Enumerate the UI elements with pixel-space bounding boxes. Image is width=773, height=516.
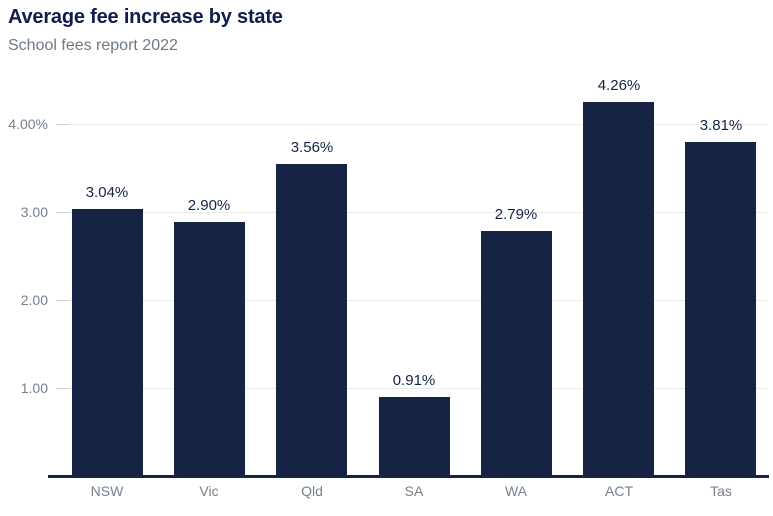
bar-value-label: 4.26% bbox=[597, 77, 641, 94]
bar-value-label: 3.04% bbox=[85, 184, 129, 201]
y-axis-label: 4.00% bbox=[8, 116, 48, 132]
y-axis-label: 2.00 bbox=[20, 292, 48, 308]
bar bbox=[72, 209, 143, 477]
bar bbox=[379, 397, 450, 477]
x-axis-label: WA bbox=[504, 483, 528, 499]
x-axis-label: ACT bbox=[605, 483, 633, 499]
y-axis-tick bbox=[56, 212, 68, 213]
y-axis-label: 1.00 bbox=[20, 380, 48, 396]
bar-value-label: 3.81% bbox=[699, 117, 743, 134]
x-axis-label: SA bbox=[404, 483, 424, 499]
bar bbox=[276, 164, 347, 477]
bar-value-label: 2.90% bbox=[187, 197, 231, 214]
x-axis-label: Qld bbox=[301, 483, 323, 499]
bar-value-label: 3.56% bbox=[290, 139, 334, 156]
x-axis-label: NSW bbox=[90, 483, 124, 499]
y-axis-tick bbox=[56, 300, 68, 301]
bar-value-label: 0.91% bbox=[392, 372, 436, 389]
bar bbox=[174, 222, 245, 477]
bar-value-label: 2.79% bbox=[494, 206, 538, 223]
bar bbox=[583, 102, 654, 477]
chart-subtitle: School fees report 2022 bbox=[8, 37, 178, 54]
x-axis-label: Tas bbox=[710, 483, 732, 499]
gridline bbox=[56, 388, 769, 389]
y-axis-tick bbox=[56, 124, 68, 125]
bar bbox=[481, 231, 552, 477]
gridline bbox=[56, 300, 769, 301]
x-axis-label: Vic bbox=[199, 483, 219, 499]
y-axis-label: 3.00 bbox=[20, 204, 48, 220]
x-axis-line bbox=[48, 475, 769, 478]
gridline bbox=[56, 212, 769, 213]
gridline bbox=[56, 124, 769, 125]
chart-title: Average fee increase by state bbox=[8, 6, 283, 28]
bar bbox=[685, 142, 756, 477]
y-axis-tick bbox=[56, 388, 68, 389]
